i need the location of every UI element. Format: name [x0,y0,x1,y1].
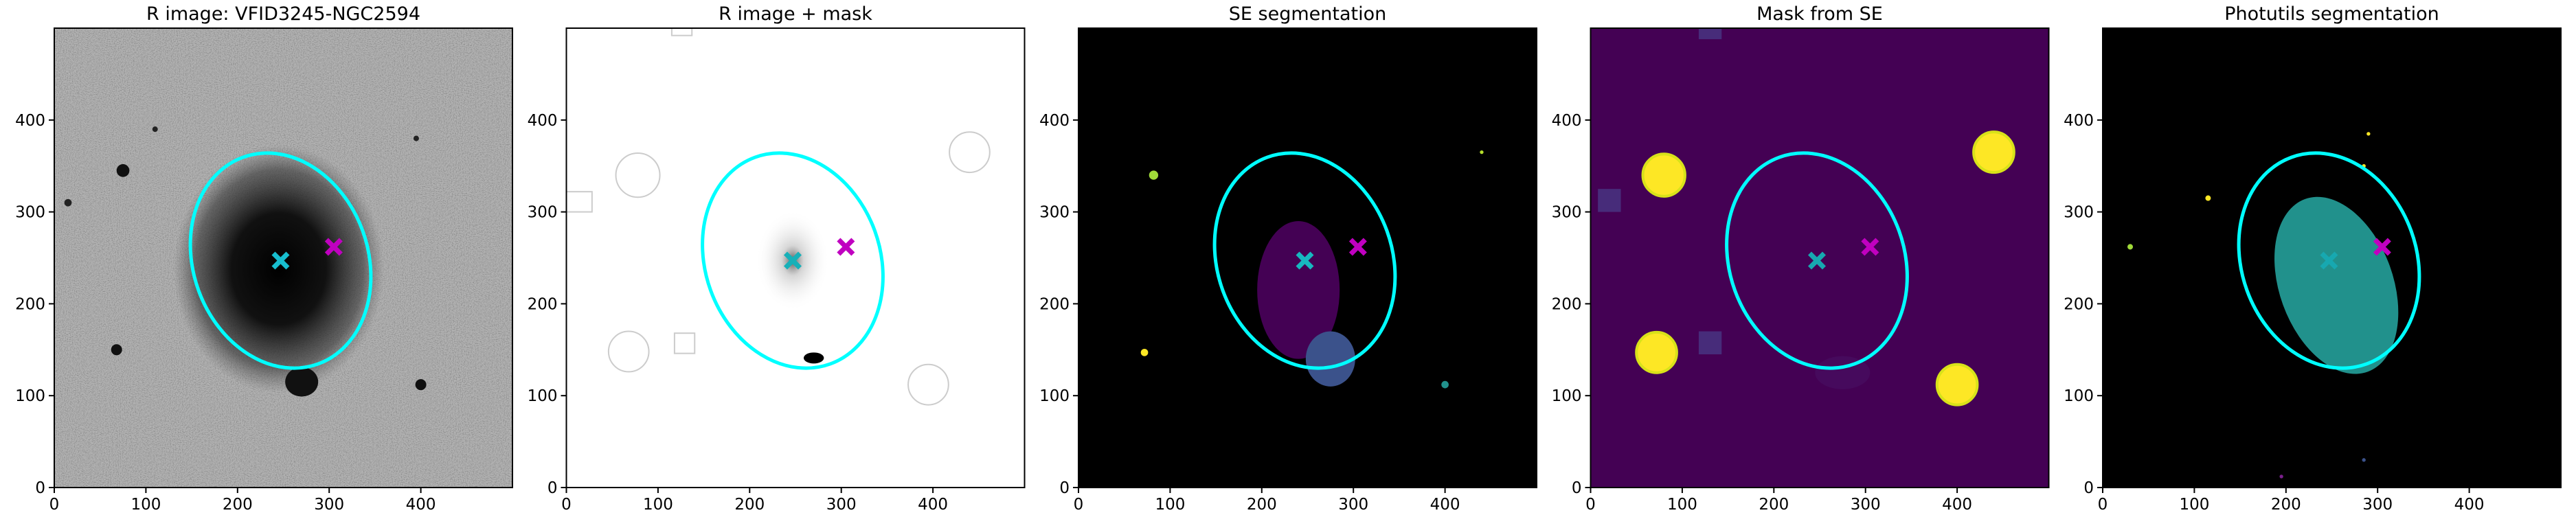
panel-title: Photutils segmentation [2224,3,2439,25]
y-tick-label: 400 [1039,112,1070,130]
axes-frame [1078,27,1537,488]
y-tick-label: 100 [2064,387,2094,405]
axes-frame [565,27,1026,488]
panel-title: SE segmentation [1229,3,1386,25]
x-tick-label: 100 [1667,496,1697,514]
axes-frame [1590,27,2050,488]
x-tick-label: 300 [1338,496,1368,514]
axes-frame [54,27,513,488]
y-tick-label: 100 [1039,387,1070,405]
x-tick-label: 100 [131,496,161,514]
x-tick-label: 400 [1430,496,1460,514]
x-tick-label: 0 [561,496,572,514]
marker [1296,251,1314,270]
y-tick-label: 200 [15,295,45,313]
x-tick-label: 100 [1155,496,1185,514]
y-tick-label: 300 [2064,204,2094,222]
marker [2320,251,2338,270]
marker [271,251,290,270]
x-tick-label: 200 [1759,496,1789,514]
x-tick-label: 300 [826,496,857,514]
y-tick-label: 400 [2064,112,2094,130]
marker [2373,238,2391,256]
y-tick-label: 0 [547,479,558,497]
x-tick-label: 300 [314,496,344,514]
image [1590,28,2049,488]
y-tick-label: 300 [1039,204,1070,222]
marker [324,238,343,256]
y-tick-label: 300 [528,204,558,222]
y-tick-label: 400 [1552,112,1582,130]
marker [1807,251,1826,270]
x-tick-label: 200 [2271,496,2301,514]
x-tick-label: 200 [734,496,765,514]
x-tick-label: 300 [2362,496,2393,514]
axes-frame [2102,27,2562,488]
y-tick-label: 200 [2064,295,2094,313]
x-tick-label: 400 [406,496,436,514]
y-tick-label: 400 [15,112,45,130]
x-tick-label: 200 [1247,496,1277,514]
x-tick-label: 0 [49,496,60,514]
marker [1348,238,1367,256]
x-tick-label: 200 [223,496,253,514]
y-tick-label: 100 [15,387,45,405]
marker [837,238,855,256]
x-tick-label: 400 [1942,496,1972,514]
x-tick-label: 100 [2179,496,2209,514]
aperture-ellipse [2237,151,2421,370]
aperture-ellipse [1725,151,1909,370]
y-tick-label: 100 [528,387,558,405]
x-tick-label: 0 [1585,496,1596,514]
y-tick-label: 100 [1552,387,1582,405]
panel-title: Mask from SE [1756,3,1883,25]
x-tick-label: 400 [918,496,948,514]
y-tick-label: 200 [528,295,558,313]
aperture-ellipse [188,151,373,370]
aperture-ellipse [701,151,885,370]
image [1078,28,1537,488]
y-tick-label: 400 [528,112,558,130]
y-tick-label: 0 [1572,479,1582,497]
y-tick-label: 0 [2083,479,2094,497]
panel-title: R image: VFID3245-NGC2594 [146,3,420,25]
panel-title: R image + mask [719,3,872,25]
x-tick-label: 400 [2454,496,2485,514]
marker [783,251,802,270]
y-tick-label: 200 [1552,295,1582,313]
x-tick-label: 300 [1851,496,1881,514]
y-tick-label: 0 [1059,479,1070,497]
x-tick-label: 100 [643,496,673,514]
y-tick-label: 200 [1039,295,1070,313]
aperture-ellipse [1212,151,1397,370]
marker [1861,238,1879,256]
x-tick-label: 0 [1074,496,1084,514]
y-tick-label: 0 [35,479,45,497]
x-tick-label: 0 [2098,496,2108,514]
y-tick-label: 300 [15,204,45,222]
y-tick-label: 300 [1552,204,1582,222]
